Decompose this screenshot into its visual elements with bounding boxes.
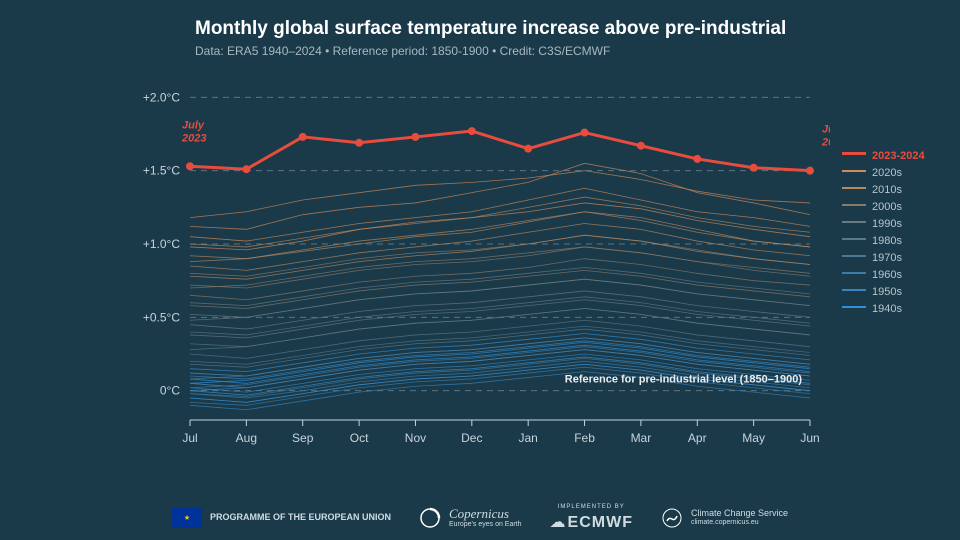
legend-item: 1980s xyxy=(842,235,925,247)
legend-item: 1940s xyxy=(842,303,925,315)
svg-text:Aug: Aug xyxy=(236,431,257,445)
svg-text:July: July xyxy=(182,119,205,131)
chart-container: Monthly global surface temperature incre… xyxy=(0,0,960,540)
svg-text:2023: 2023 xyxy=(181,132,206,144)
legend: 2023-2024 2020s 2010s 2000s 1990s 1980s 1970s 1… xyxy=(842,150,925,320)
svg-text:Oct: Oct xyxy=(350,431,369,445)
ccs-text: Climate Change Service xyxy=(691,508,788,519)
legend-item: 2000s xyxy=(842,201,925,213)
legend-item: 1970s xyxy=(842,252,925,264)
copernicus-logo: CopernicusEurope's eyes on Earth xyxy=(419,506,522,530)
svg-text:+1.0°C: +1.0°C xyxy=(143,237,180,251)
copernicus-text: Copernicus xyxy=(449,506,522,522)
legend-item: 2010s xyxy=(842,184,925,196)
ccs-sub: climate.copernicus.eu xyxy=(691,519,788,527)
legend-item: 1990s xyxy=(842,218,925,230)
ecmwf-top: IMPLEMENTED BY xyxy=(558,504,625,511)
legend-item: 2020s xyxy=(842,167,925,179)
legend-item: 1960s xyxy=(842,269,925,281)
svg-text:Apr: Apr xyxy=(688,431,707,445)
svg-text:Jul: Jul xyxy=(182,431,197,445)
legend-item: 2023-2024 xyxy=(842,150,925,162)
svg-text:June: June xyxy=(822,124,830,136)
svg-text:Jan: Jan xyxy=(519,431,538,445)
ecmwf-icon: ☁ xyxy=(550,513,564,532)
svg-text:Mar: Mar xyxy=(631,431,652,445)
legend-item: 1950s xyxy=(842,286,925,298)
eu-programme: ⋆ PROGRAMME OF THE EUROPEAN UNION xyxy=(172,508,391,528)
svg-text:+1.5°C: +1.5°C xyxy=(143,164,180,178)
svg-text:+0.5°C: +0.5°C xyxy=(143,310,180,324)
svg-text:Feb: Feb xyxy=(574,431,595,445)
eu-flag-icon: ⋆ xyxy=(172,508,202,528)
footer-credits: ⋆ PROGRAMME OF THE EUROPEAN UNION Copern… xyxy=(0,504,960,532)
svg-text:0°C: 0°C xyxy=(160,384,180,398)
svg-text:Reference for pre-industrial l: Reference for pre-industrial level (1850… xyxy=(565,374,803,386)
line-chart: 0°C +0.5°C +1.0°C +1.5°C +2.0°C Jul Aug Sep Oct N… xyxy=(130,80,830,450)
chart-title: Monthly global surface temperature incre… xyxy=(195,18,786,40)
svg-text:+2.0°C: +2.0°C xyxy=(143,90,180,104)
svg-text:May: May xyxy=(742,431,765,445)
eu-text: PROGRAMME OF THE EUROPEAN UNION xyxy=(210,512,391,523)
copernicus-sub: Europe's eyes on Earth xyxy=(449,521,522,529)
copernicus-icon xyxy=(419,507,441,529)
svg-text:Dec: Dec xyxy=(461,431,482,445)
svg-text:2024: 2024 xyxy=(821,137,830,149)
svg-text:Nov: Nov xyxy=(405,431,426,445)
chart-subtitle: Data: ERA5 1940–2024 • Reference period:… xyxy=(195,44,610,58)
ccs-logo: Climate Change Serviceclimate.copernicus… xyxy=(661,507,788,529)
ecmwf-text: ECMWF xyxy=(568,513,633,532)
ccs-icon xyxy=(661,507,683,529)
svg-text:Sep: Sep xyxy=(292,431,314,445)
svg-text:Jun: Jun xyxy=(800,431,819,445)
ecmwf-logo: IMPLEMENTED BY ☁ECMWF xyxy=(550,504,633,532)
